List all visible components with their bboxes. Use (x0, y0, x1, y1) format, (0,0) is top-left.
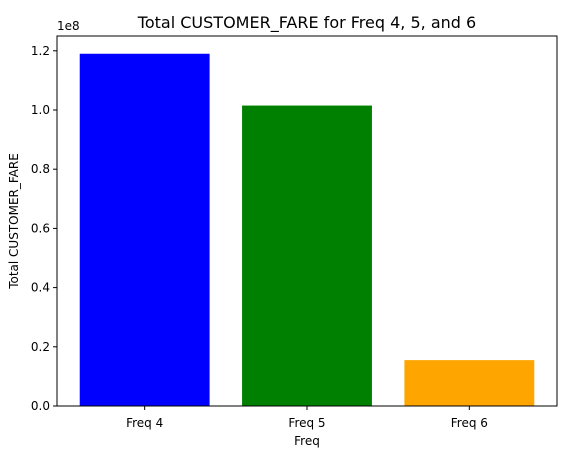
y-tick-label: 1.0 (31, 103, 50, 117)
bars-group (79, 53, 535, 406)
y-tick-label: 0.6 (31, 221, 50, 235)
y-tick-label: 0.4 (31, 281, 50, 295)
bar-freq-4 (79, 53, 210, 406)
x-tick-label: Freq 6 (451, 416, 488, 430)
y-tick-label: 1.2 (31, 44, 50, 58)
x-tick-label: Freq 4 (126, 416, 163, 430)
bar-freq-5 (242, 105, 372, 406)
y-axis-offset-label: 1e8 (57, 19, 80, 33)
bar-freq-6 (404, 360, 535, 406)
y-tick-label: 0.2 (31, 340, 50, 354)
y-axis-label: Total CUSTOMER_FARE (7, 153, 21, 290)
x-tick-label: Freq 5 (288, 416, 325, 430)
y-axis-ticks: 0.0 0.2 0.4 0.6 0.8 1.0 1.2 (31, 44, 57, 413)
x-axis-ticks: Freq 4 Freq 5 Freq 6 (126, 406, 488, 430)
plot-frame (56, 35, 558, 407)
chart-title: Total CUSTOMER_FARE for Freq 4, 5, and 6 (137, 13, 476, 33)
y-tick-label: 0.0 (31, 399, 50, 413)
y-tick-label: 0.8 (31, 162, 50, 176)
x-axis-label: Freq (294, 434, 320, 448)
